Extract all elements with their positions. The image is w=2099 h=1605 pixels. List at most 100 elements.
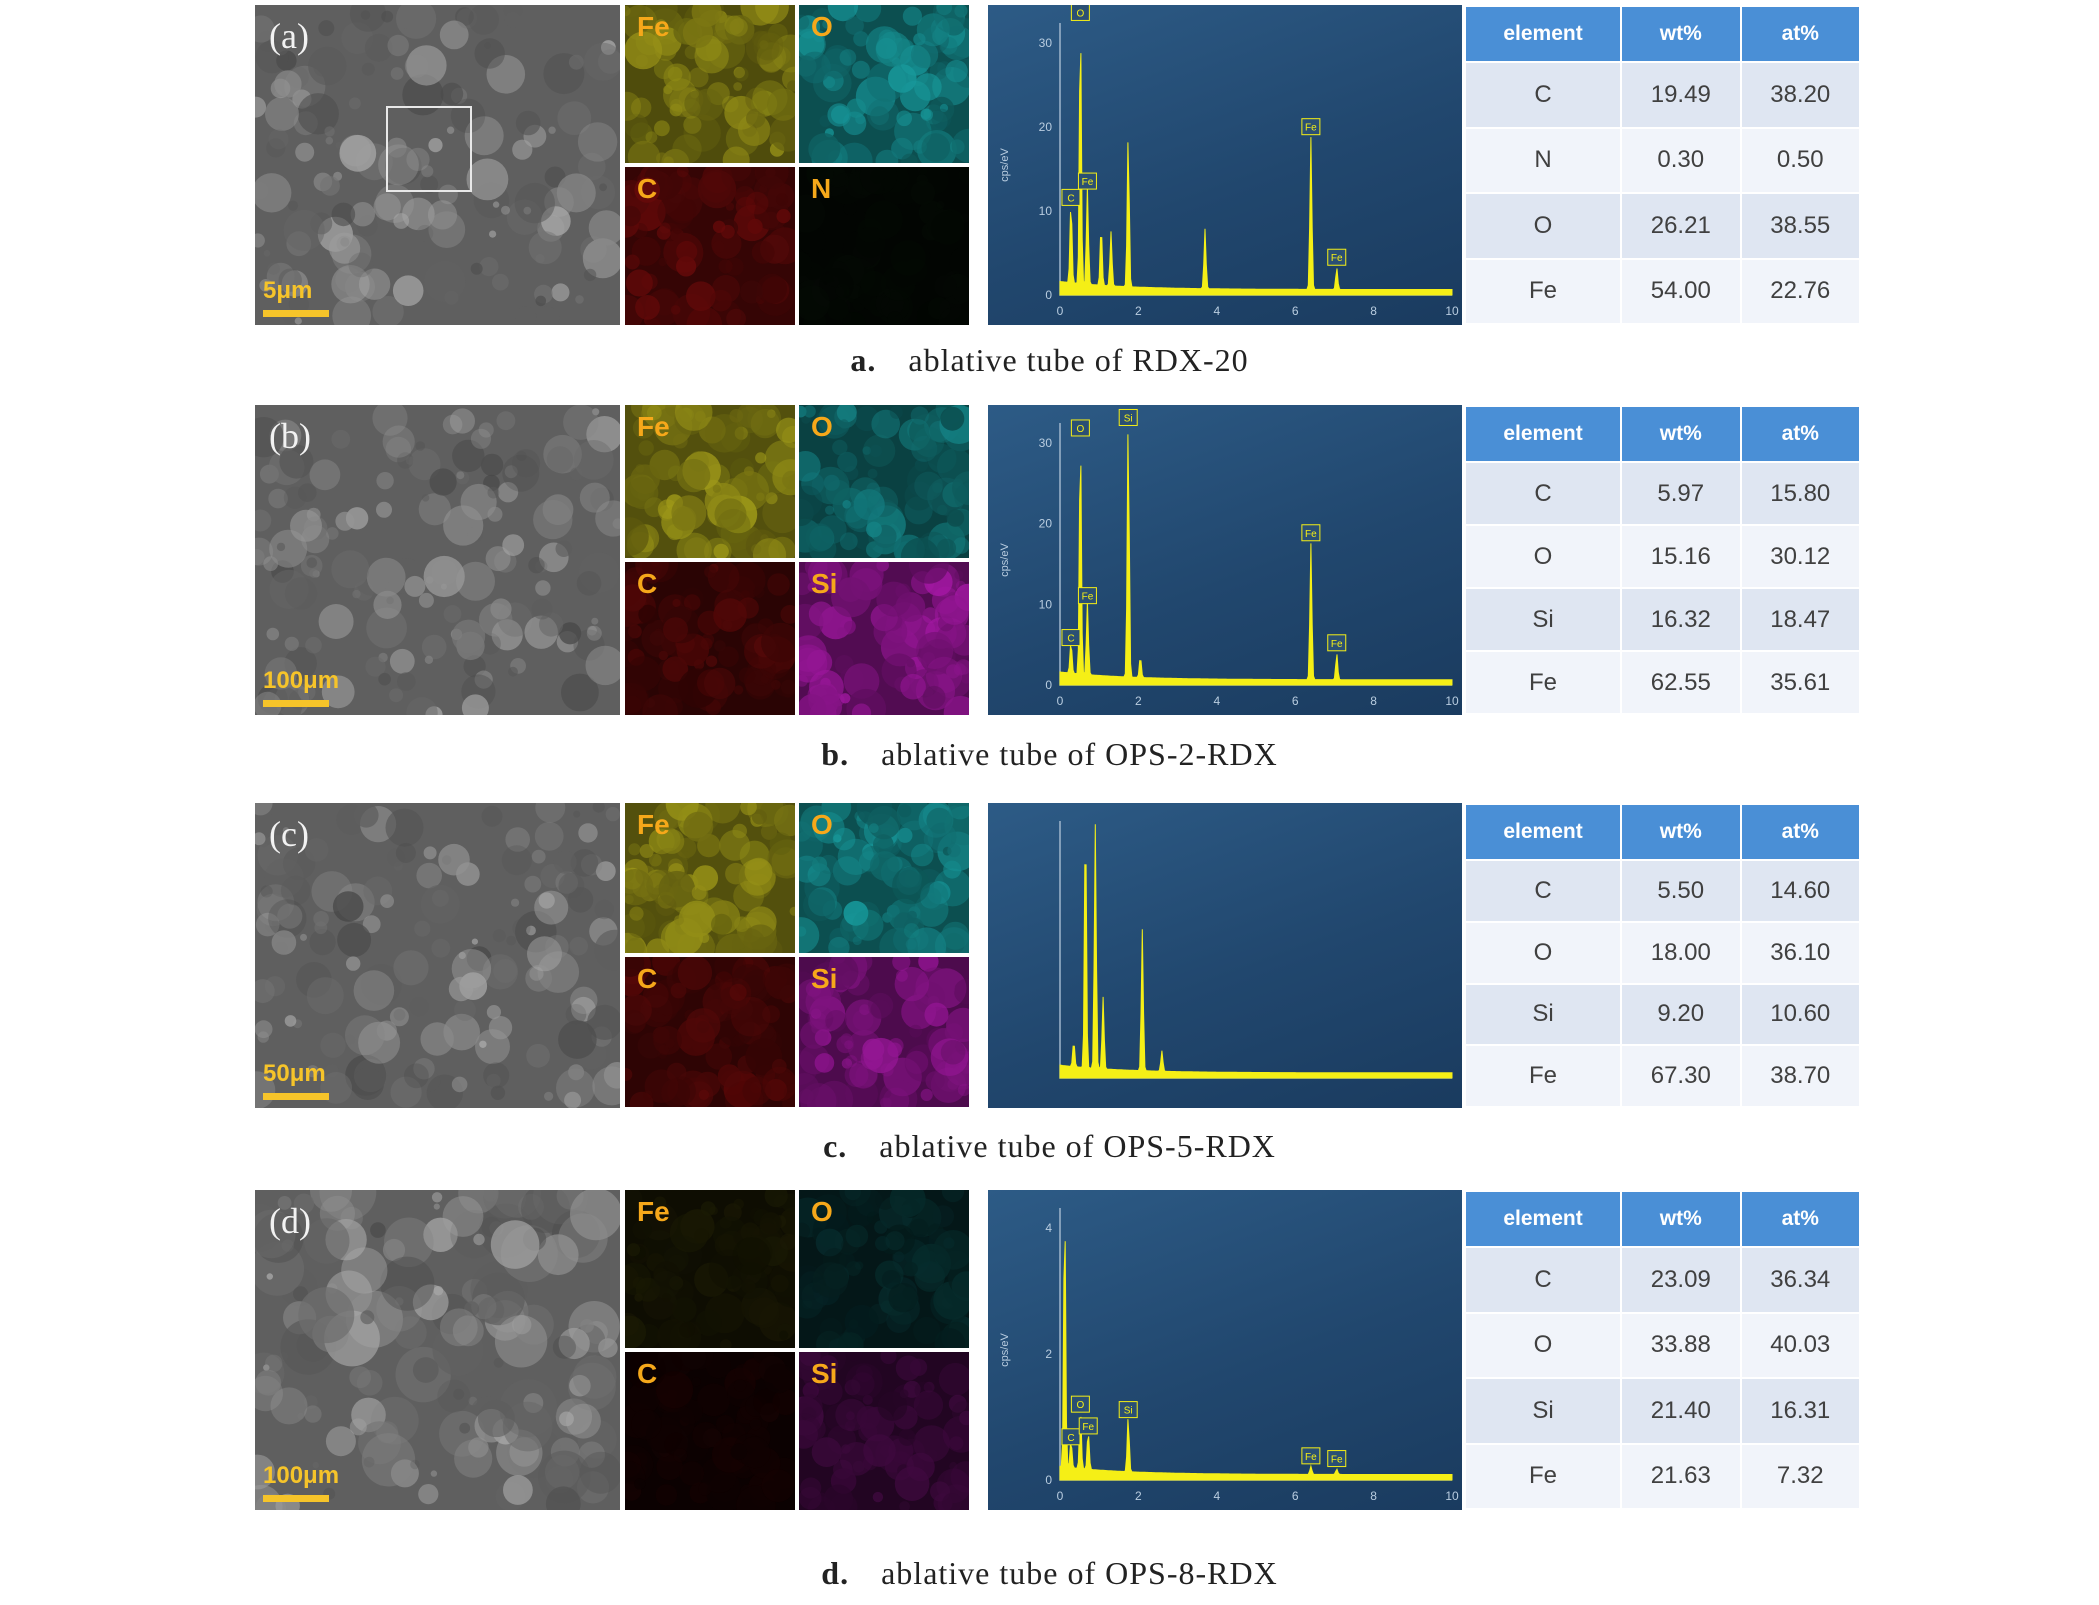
x-tick-label: 8 (1370, 1489, 1377, 1503)
peak-label: O (1070, 1395, 1090, 1413)
element-map-label: O (811, 11, 833, 42)
peak-label: Fe (1301, 1447, 1321, 1465)
table-row: O 18.00 36.10 (1466, 922, 1859, 983)
x-tick-label: 6 (1292, 694, 1299, 708)
y-tick-label: 10 (1039, 597, 1053, 611)
scale-bar-label: 100μm (263, 667, 340, 694)
element-map-fe: Fe (625, 1190, 795, 1348)
wt-header: wt% (1622, 407, 1740, 461)
wt-cell: 9.20 (1622, 984, 1740, 1045)
at-cell: 35.61 (1741, 652, 1859, 713)
element-cell: O (1466, 922, 1621, 983)
at-header: at% (1741, 407, 1859, 461)
svg-text:C: C (1067, 193, 1074, 204)
svg-text:Fe: Fe (1331, 253, 1343, 264)
wt-cell: 19.49 (1622, 63, 1740, 127)
table-row: Si 21.40 16.31 (1466, 1379, 1859, 1443)
peak-label: C (1061, 1428, 1081, 1446)
x-tick-label: 8 (1370, 304, 1377, 318)
element-map-label: C (637, 1358, 658, 1389)
peak-label: C (1061, 188, 1081, 206)
at-cell: 38.70 (1741, 1046, 1859, 1106)
element-cell: Fe (1466, 1046, 1621, 1106)
at-header: at% (1741, 1192, 1859, 1246)
y-tick-label: 10 (1039, 204, 1053, 218)
peak-label: Fe (1301, 524, 1321, 542)
caption-letter: c. (823, 1128, 848, 1164)
wt-cell: 54.00 (1622, 259, 1740, 323)
table-row: Si 9.20 10.60 (1466, 984, 1859, 1045)
caption-text: ablative tube of OPS-8-RDX (881, 1555, 1278, 1591)
at-cell: 18.47 (1741, 589, 1859, 650)
caption-text: ablative tube of OPS-2-RDX (881, 736, 1278, 772)
y-tick-label: 0 (1045, 1473, 1052, 1487)
svg-text:Fe: Fe (1082, 1422, 1094, 1433)
svg-text:Fe: Fe (1305, 1452, 1317, 1463)
element-cell: C (1466, 1248, 1621, 1312)
table-header-row: element wt% at% (1466, 805, 1859, 859)
table-row: C 23.09 36.34 (1466, 1248, 1859, 1312)
eds-spectrum: C O Fe Si Fe Fe 4 2 0 0 2 4 6 8 10 cps/eV (988, 1190, 1462, 1510)
svg-text:Fe: Fe (1082, 592, 1094, 603)
at-cell: 30.12 (1741, 526, 1859, 587)
element-cell: O (1466, 194, 1621, 258)
table-header-row: element wt% at% (1466, 1192, 1859, 1246)
spectrum-trace (1059, 824, 1453, 1079)
y-tick-label: 0 (1045, 288, 1052, 302)
figure-panel-3: (c) 50μm Fe O C Si element wt% at% C 5.50 14.60 O 18.… (255, 803, 1861, 1108)
x-tick-label: 6 (1292, 304, 1299, 318)
x-tick-label: 10 (1445, 694, 1459, 708)
scale-bar (263, 700, 329, 707)
element-map-c: C (625, 1352, 795, 1510)
table-row: C 5.50 14.60 (1466, 861, 1859, 921)
sem-image: (d) 100μm (255, 1190, 620, 1510)
x-tick-label: 4 (1213, 304, 1220, 318)
at-cell: 22.76 (1741, 259, 1859, 323)
caption-letter: d. (821, 1555, 850, 1591)
element-map-label: Si (811, 963, 838, 994)
figure-caption: b. ablative tube of OPS-2-RDX (0, 736, 2099, 773)
figure-caption: c. ablative tube of OPS-5-RDX (0, 1128, 2099, 1165)
peak-label: Fe (1077, 587, 1097, 605)
table-row: O 15.16 30.12 (1466, 526, 1859, 587)
scale-bar (263, 1495, 329, 1502)
element-map-o: O (799, 5, 969, 163)
table-row: C 19.49 38.20 (1466, 63, 1859, 127)
x-tick-label: 10 (1445, 304, 1459, 318)
caption-letter: b. (821, 736, 850, 772)
table-header-row: element wt% at% (1466, 7, 1859, 61)
element-map-label: C (637, 173, 658, 204)
x-tick-label: 0 (1057, 1489, 1064, 1503)
y-tick-label: 2 (1045, 1347, 1052, 1361)
scale-bar-label: 100μm (263, 1462, 340, 1489)
panel-label: (c) (269, 814, 309, 854)
wt-cell: 62.55 (1622, 652, 1740, 713)
svg-text:O: O (1076, 8, 1084, 19)
peak-label: O (1070, 419, 1090, 437)
at-cell: 15.80 (1741, 463, 1859, 524)
wt-header: wt% (1622, 805, 1740, 859)
table-header-row: element wt% at% (1466, 407, 1859, 461)
svg-text:Fe: Fe (1305, 123, 1317, 134)
element-map-c: C (625, 167, 795, 325)
y-tick-label: 30 (1039, 436, 1053, 450)
at-cell: 16.31 (1741, 1379, 1859, 1443)
table-row: Fe 21.63 7.32 (1466, 1444, 1859, 1508)
x-tick-label: 2 (1135, 694, 1142, 708)
element-map-label: O (811, 1196, 833, 1227)
element-map-si: Si (799, 562, 969, 715)
at-cell: 38.20 (1741, 63, 1859, 127)
wt-cell: 18.00 (1622, 922, 1740, 983)
element-cell: Fe (1466, 1444, 1621, 1508)
element-cell: Fe (1466, 259, 1621, 323)
scale-bar (263, 1093, 329, 1100)
x-tick-label: 8 (1370, 694, 1377, 708)
y-tick-label: 20 (1039, 120, 1053, 134)
panel-label: (b) (269, 416, 311, 456)
scale-bar-label: 5μm (263, 277, 313, 304)
wt-cell: 67.30 (1622, 1046, 1740, 1106)
at-cell: 36.10 (1741, 922, 1859, 983)
svg-text:O: O (1076, 424, 1084, 435)
element-map-label: O (811, 411, 833, 442)
element-map-n: N (799, 167, 969, 325)
